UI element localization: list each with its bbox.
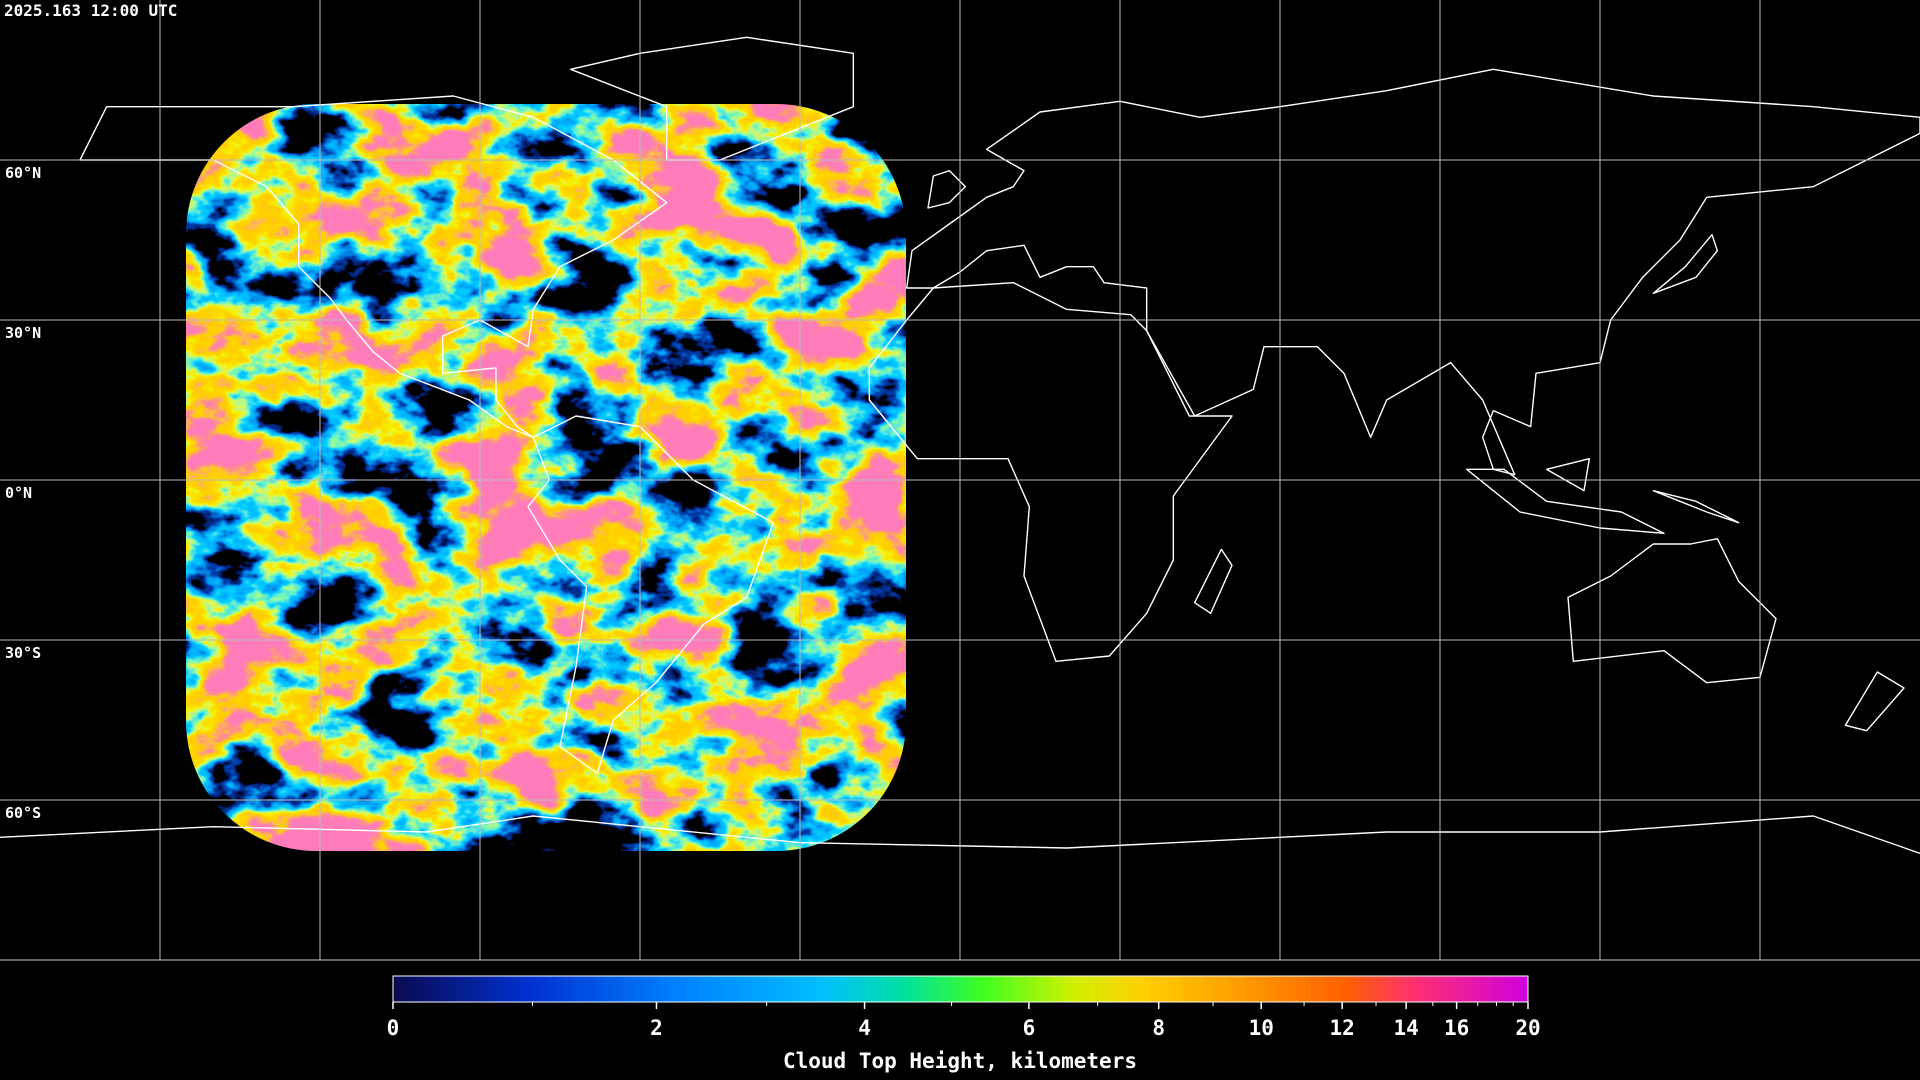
graticule: 60°N 30°N 0°N 30°S 60°S xyxy=(0,0,1920,960)
colorbar-tick-label: 6 xyxy=(1023,1016,1036,1040)
madagascar xyxy=(1195,549,1232,613)
latitude-label: 30°N xyxy=(5,324,41,342)
latitude-label: 0°N xyxy=(5,484,32,502)
colorbar-tick-label: 14 xyxy=(1393,1016,1418,1040)
japan xyxy=(1653,235,1717,294)
cloud-imagery xyxy=(186,104,906,851)
colorbar-tick-label: 0 xyxy=(387,1016,400,1040)
north-america xyxy=(80,96,667,437)
latitude-label: 30°S xyxy=(5,644,41,662)
timestamp: 2025.163 12:00 UTC xyxy=(4,1,177,20)
latitude-label: 60°S xyxy=(5,804,41,822)
british-isles xyxy=(928,171,965,208)
colorbar-title: Cloud Top Height, kilometers xyxy=(783,1049,1137,1073)
greenland xyxy=(571,37,854,160)
south-america xyxy=(528,416,773,773)
eurasia xyxy=(907,69,1920,474)
new-zealand xyxy=(1845,672,1904,731)
latitude-label: 60°N xyxy=(5,164,41,182)
colorbar-tick-label: 10 xyxy=(1249,1016,1274,1040)
colorbar-tick-label: 12 xyxy=(1330,1016,1355,1040)
cloud-field xyxy=(186,104,906,851)
colorbar-tick-label: 16 xyxy=(1444,1016,1469,1040)
colorbar xyxy=(392,975,1529,1003)
colorbar-tick-label: 2 xyxy=(650,1016,663,1040)
colorbar-tick-label: 20 xyxy=(1515,1016,1540,1040)
africa xyxy=(869,283,1232,662)
australia xyxy=(1568,539,1776,683)
colorbar-tick-label: 8 xyxy=(1152,1016,1165,1040)
colorbar-tick-label: 4 xyxy=(858,1016,871,1040)
